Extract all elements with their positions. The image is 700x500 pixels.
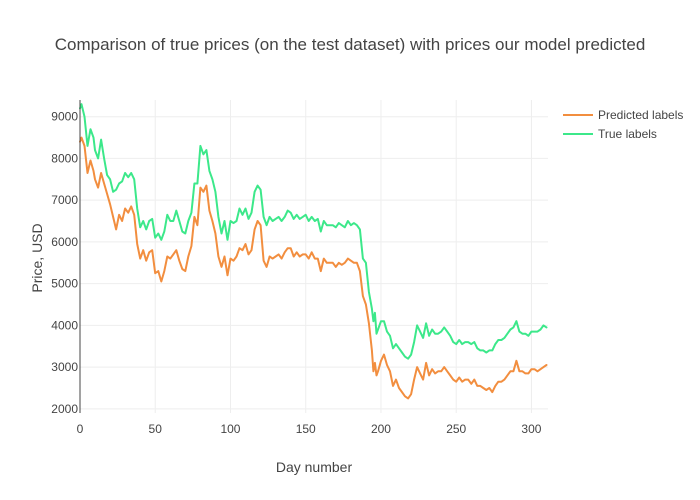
y-tick-label: 3000 <box>51 360 78 374</box>
series-line-true <box>79 103 548 360</box>
legend-item-true[interactable]: True labels <box>563 127 657 141</box>
x-axis-title: Day number <box>276 459 353 475</box>
x-tick-label: 150 <box>296 422 316 436</box>
legend: Predicted labels True labels <box>563 108 683 141</box>
y-tick-labels: 2000 3000 4000 5000 6000 7000 8000 9000 <box>51 110 78 416</box>
x-tick-label: 0 <box>77 422 84 436</box>
legend-label-predicted: Predicted labels <box>598 108 683 122</box>
y-tick-label: 4000 <box>51 318 78 332</box>
y-tick-label: 5000 <box>51 277 78 291</box>
x-tick-label: 200 <box>371 422 391 436</box>
y-tick-label: 8000 <box>51 151 78 165</box>
y-tick-label: 2000 <box>51 402 78 416</box>
x-tick-label: 250 <box>446 422 466 436</box>
chart-title: Comparison of true prices (on the test d… <box>55 35 646 54</box>
grid <box>79 100 548 413</box>
y-tick-label: 7000 <box>51 193 78 207</box>
y-tick-label: 6000 <box>51 235 78 249</box>
x-tick-labels: 0 50 100 150 200 250 300 <box>77 422 542 436</box>
series-group <box>79 103 548 400</box>
x-tick-label: 50 <box>149 422 163 436</box>
legend-label-true: True labels <box>598 127 657 141</box>
x-tick-label: 300 <box>521 422 541 436</box>
series-line-predicted <box>79 136 548 400</box>
y-tick-label: 9000 <box>51 110 78 124</box>
legend-item-predicted[interactable]: Predicted labels <box>563 108 683 122</box>
x-tick-label: 100 <box>220 422 240 436</box>
y-axis-title: Price, USD <box>29 223 45 292</box>
